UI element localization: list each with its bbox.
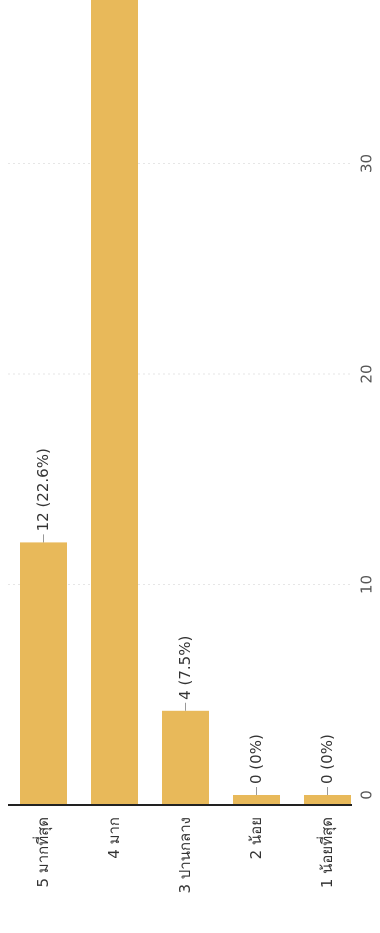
tick-label: 10	[358, 575, 376, 594]
category-label: 5 มากที่สุด	[32, 817, 53, 888]
category-labels: 5 มากที่สุด 4 มาก 3 ปานกลาง 2 น้อย 1 น้อยที่…	[32, 817, 337, 894]
data-labels: 12 (22.6%)38 (71.7%)4 (7.5%)0 (0%)0 (0%)	[34, 448, 336, 795]
tick-label: 30	[358, 154, 376, 173]
value-tick-labels: 010203040	[358, 154, 376, 800]
data-label: 4 (7.5%)	[176, 636, 194, 700]
bar	[162, 710, 209, 805]
category-label: 3 ปานกลาง	[176, 817, 194, 894]
tick-label: 20	[358, 364, 376, 383]
data-label: 0 (0%)	[247, 734, 265, 784]
category-label: 4 มาก	[105, 817, 123, 859]
bar	[233, 795, 280, 805]
bar	[91, 0, 138, 805]
tick-label: 0	[358, 790, 376, 800]
category-label: 1 น้อยที่สุด	[316, 817, 337, 888]
bar	[20, 542, 67, 805]
category-label: 2 น้อย	[247, 817, 265, 859]
grid-lines	[8, 163, 352, 585]
data-label: 12 (22.6%)	[34, 448, 52, 531]
bar	[304, 795, 351, 805]
bars	[20, 0, 351, 805]
data-label: 0 (0%)	[318, 734, 336, 784]
